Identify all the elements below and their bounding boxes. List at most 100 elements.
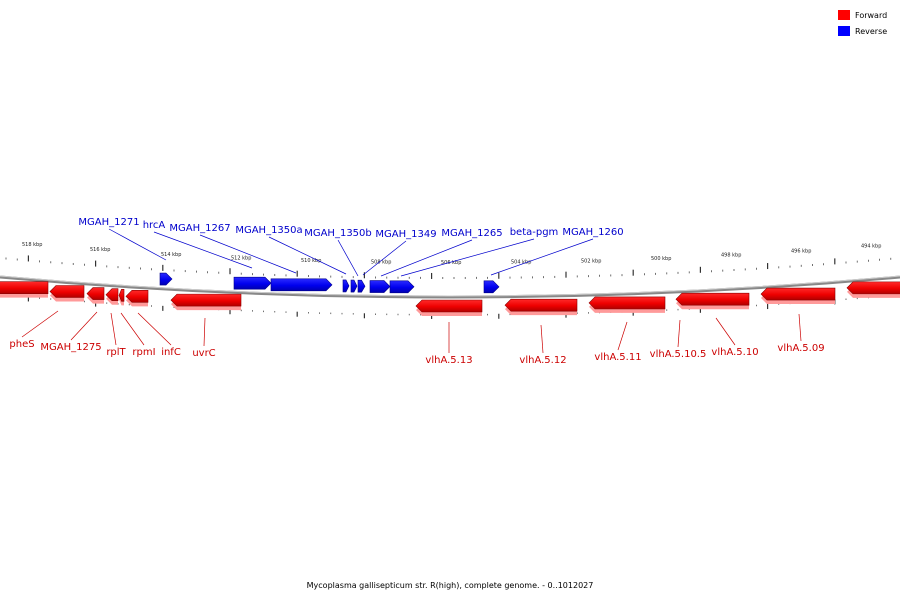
legend-forward-swatch [838,10,850,20]
gene-body [49,285,85,298]
legend-reverse-label: Reverse [855,27,887,36]
gene-body [86,287,105,300]
kbp-label: 494 kbp [861,243,881,249]
forward-gene-label: MGAH_1275 [40,342,101,353]
gene-body [105,288,119,302]
gene-body [357,279,366,293]
gene-body [483,280,500,294]
kbp-label: 510 kbp [301,258,321,264]
reverse-gene-arrow [483,280,500,294]
reverse-gene-label: MGAH_1260 [562,227,623,238]
reverse-gene-arrow [233,276,272,290]
forward-gene-label: vlhA.5.12 [519,355,566,366]
forward-leader-line [617,321,628,351]
reverse-gene-arrow [342,279,350,293]
forward-gene-arrow [504,298,578,316]
forward-gene-arrow [105,288,119,305]
kbp-label: 496 kbp [791,249,811,255]
gene-body [415,299,483,313]
forward-gene-label: pheS [9,339,34,350]
kbp-label: 500 kbp [651,256,671,262]
forward-leader-line [110,312,117,346]
gene-body [159,272,173,286]
reverse-gene-arrow [369,280,391,293]
reverse-gene-label: beta-pgm [510,227,559,238]
gene-body [588,296,666,310]
gene-body [504,298,578,312]
reverse-leader-line [153,231,253,269]
forward-leader-line [715,317,736,346]
reverse-gene-label: hrcA [143,220,166,231]
reverse-leader-line [108,228,167,261]
reverse-leader-line [400,238,535,277]
reverse-gene-label: MGAH_1350a [235,225,302,236]
forward-gene-arrow [86,287,105,304]
gene-body [125,290,149,303]
forward-gene-arrow [49,285,85,302]
reverse-leader-line [337,239,359,277]
gene-body [233,276,272,290]
reverse-leader-line [268,236,347,275]
kbp-label: 504 kbp [511,260,531,266]
gene-body [350,279,358,293]
kbp-label: 518 kbp [22,242,42,248]
forward-gene-label: uvrC [192,348,215,359]
forward-gene-arrow [125,290,149,307]
forward-gene-label: vlhA.5.11 [594,352,641,363]
gene-body [369,280,391,293]
forward-gene-label: vlhA.5.13 [425,355,472,366]
kbp-label: 508 kbp [371,259,391,265]
gene-body [170,293,242,307]
reverse-gene-arrow [357,279,366,293]
scale-labels: 518 kbp 516 kbp 514 kbp 512 kbp 510 kbp 508 k… [22,242,881,266]
legend-reverse-swatch [838,26,850,36]
forward-gene-arrow [675,292,750,310]
reverse-leader-line [362,240,407,276]
forward-gene-label: vlhA.5.10.5 [650,349,707,360]
reverse-gene-arrow [159,272,173,286]
gene-body [675,292,750,306]
reverse-gene-label: MGAH_1265 [441,228,502,239]
reverse-gene-label: MGAH_1267 [169,223,230,234]
forward-gene-arrow [170,293,242,311]
gene-labels: MGAH_1271 hrcA MGAH_1267 MGAH_1350a MGAH_135… [9,217,824,366]
forward-gene-arrow [415,299,483,316]
map-caption: Mycoplasma gallisepticum str. R(high), c… [307,581,594,590]
genome-backbone-highlight [0,275,900,297]
reverse-gene-arrow [270,278,333,292]
gene-body [270,278,333,292]
label-leader-lines [21,228,802,354]
kbp-label: 506 kbp [441,260,461,266]
reverse-gene-label: MGAH_1271 [78,217,139,228]
forward-gene-arrow [588,296,666,313]
forward-leader-line [120,312,145,346]
reverse-gene-arrow [389,280,415,294]
gene-body [0,281,49,294]
forward-gene-label: rplT [106,347,126,358]
legend: Forward Reverse [838,10,887,36]
gene-body [389,280,415,294]
forward-gene-arrow [0,281,49,298]
forward-gene-arrow [760,287,836,305]
legend-forward-label: Forward [855,11,887,20]
forward-gene-label: vlhA.5.10 [711,347,758,358]
reverse-gene-label: MGAH_1350b [304,228,372,239]
forward-gene-arrow [846,281,900,298]
kbp-label: 502 kbp [581,258,601,264]
gene-body [342,279,350,293]
kbp-label: 516 kbp [90,247,110,253]
forward-leader-line [677,319,681,348]
forward-gene-label: rpmI [132,347,155,358]
forward-leader-line [540,324,544,354]
forward-leader-line [203,317,206,347]
gene-body [846,281,900,295]
forward-leader-line [137,312,172,346]
gene-body [760,287,836,301]
forward-gene-label: vlhA.5.09 [777,343,824,354]
kbp-label: 498 kbp [721,253,741,259]
reverse-leader-line [490,238,594,276]
forward-gene-arrow [118,289,125,306]
forward-leader-line [798,313,802,342]
reverse-gene-label: MGAH_1349 [375,229,436,240]
